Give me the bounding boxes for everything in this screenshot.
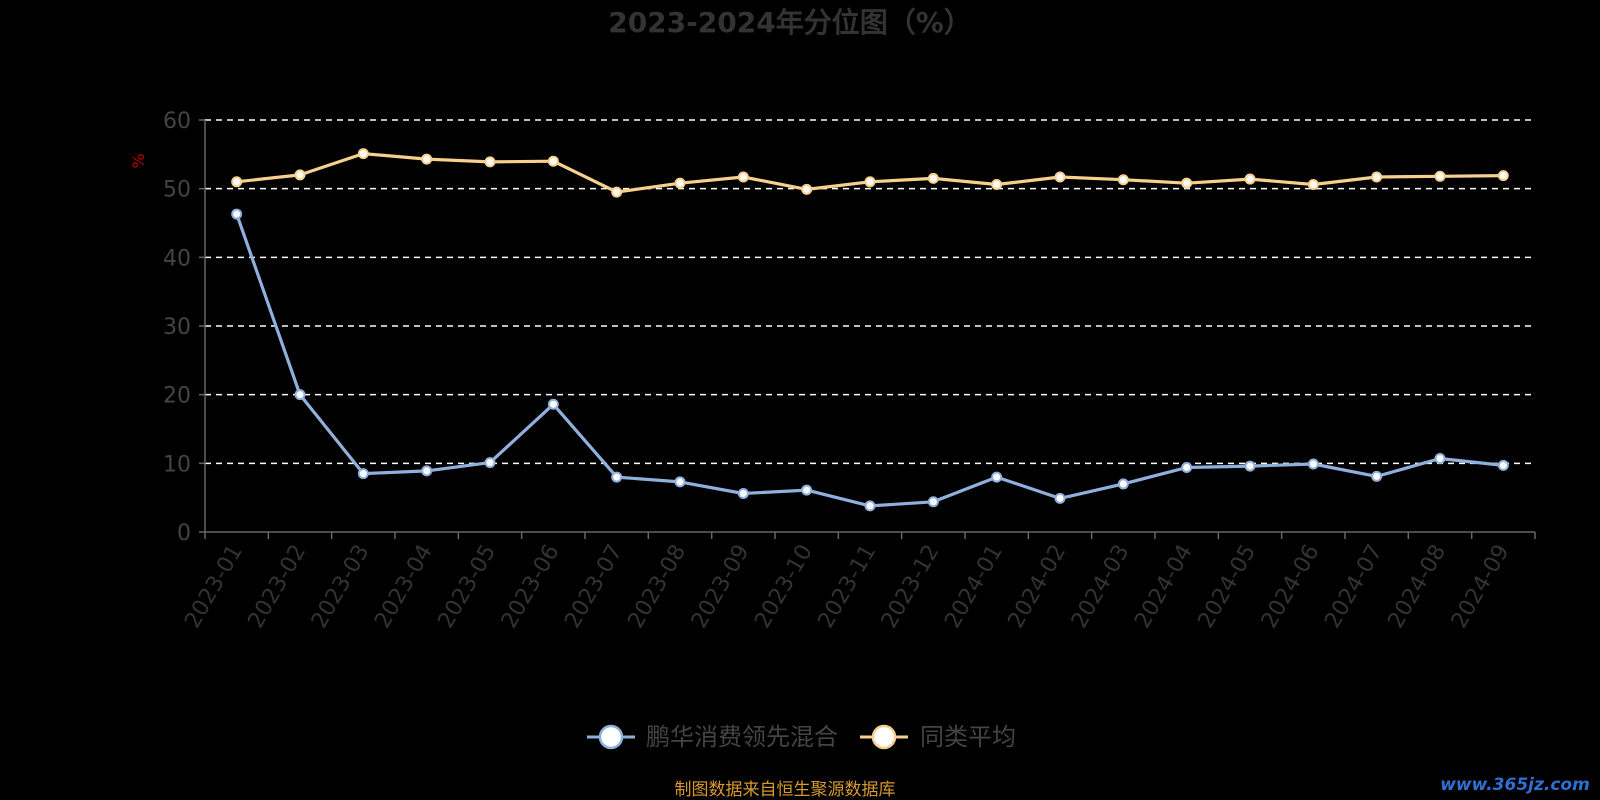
data-point[interactable]: [1307, 458, 1319, 470]
series-0: [231, 208, 1509, 512]
y-axis-ticks: 0 10 20 30 40 50 60: [163, 109, 206, 546]
y-tick-label: 30: [163, 315, 191, 340]
data-point[interactable]: [674, 476, 686, 488]
y-tick-label: 60: [163, 109, 191, 134]
data-point[interactable]: [294, 169, 306, 181]
data-point[interactable]: [801, 484, 813, 496]
data-point[interactable]: [991, 471, 1003, 483]
data-source-note: 制图数据来自恒生聚源数据库: [675, 780, 896, 800]
y-tick-label: 40: [163, 246, 191, 271]
data-point[interactable]: [1181, 177, 1193, 189]
x-axis: 2023-012023-022023-032023-042023-052023-…: [180, 531, 1536, 633]
data-point[interactable]: [801, 183, 813, 195]
data-point[interactable]: [1434, 170, 1446, 182]
y-tick-label: 50: [163, 178, 191, 203]
x-tick-label: 2024-08: [1384, 541, 1452, 633]
x-tick-label: 2023-09: [687, 541, 755, 633]
legend-item-1[interactable]: 同类平均: [860, 723, 1016, 751]
y-tick-label: 10: [163, 452, 191, 477]
data-point[interactable]: [737, 171, 749, 183]
data-point[interactable]: [357, 468, 369, 480]
data-point[interactable]: [991, 179, 1003, 191]
x-tick-label: 2024-01: [940, 541, 1008, 633]
data-point[interactable]: [357, 148, 369, 160]
data-point[interactable]: [674, 177, 686, 189]
data-point[interactable]: [737, 488, 749, 500]
data-point[interactable]: [927, 496, 939, 508]
data-point[interactable]: [231, 176, 243, 188]
data-point[interactable]: [864, 176, 876, 188]
x-tick-label: 2024-02: [1004, 541, 1072, 633]
data-point[interactable]: [421, 153, 433, 165]
x-tick-label: 2024-05: [1194, 541, 1262, 633]
data-point[interactable]: [484, 457, 496, 469]
data-point[interactable]: [294, 389, 306, 401]
x-tick-label: 2023-11: [814, 541, 882, 633]
data-point[interactable]: [1434, 453, 1446, 465]
y-tick-label: 20: [163, 384, 191, 409]
y-axis-label: %: [129, 153, 148, 168]
x-tick-label: 2023-10: [750, 541, 818, 633]
data-point[interactable]: [1054, 492, 1066, 504]
data-point[interactable]: [927, 172, 939, 184]
series-1: [231, 148, 1509, 198]
x-tick-label: 2023-06: [497, 541, 565, 633]
data-point[interactable]: [611, 471, 623, 483]
data-point[interactable]: [1371, 470, 1383, 482]
x-tick-label: 2024-06: [1257, 541, 1325, 633]
data-point[interactable]: [547, 155, 559, 167]
x-tick-label: 2024-04: [1130, 541, 1198, 633]
x-tick-label: 2023-03: [307, 541, 375, 633]
y-tick-label: 0: [177, 521, 191, 546]
data-point[interactable]: [231, 208, 243, 220]
legend: 鹏华消费领先混合 同类平均: [587, 723, 1016, 751]
x-tick-label: 2023-01: [180, 541, 248, 633]
data-point[interactable]: [1371, 171, 1383, 183]
data-point[interactable]: [1117, 174, 1129, 186]
data-point[interactable]: [1497, 170, 1509, 182]
legend-item-0[interactable]: 鹏华消费领先混合: [587, 723, 838, 751]
data-point[interactable]: [547, 398, 559, 410]
x-tick-label: 2023-07: [560, 541, 628, 633]
x-tick-label: 2023-02: [244, 541, 312, 633]
data-point[interactable]: [1497, 459, 1509, 471]
data-point[interactable]: [1244, 460, 1256, 472]
series-layer: [231, 148, 1509, 512]
chart-title: 2023-2024年分位图（%）: [608, 6, 972, 39]
data-point[interactable]: [1307, 179, 1319, 191]
x-tick-label: 2023-05: [434, 541, 502, 633]
data-point[interactable]: [1181, 461, 1193, 473]
legend-marker: [598, 724, 624, 750]
x-tick-label: 2024-03: [1067, 541, 1135, 633]
legend-marker: [871, 724, 897, 750]
legend-label: 同类平均: [920, 723, 1016, 751]
legend-label: 鹏华消费领先混合: [646, 723, 838, 751]
x-tick-label: 2024-09: [1447, 541, 1515, 633]
data-point[interactable]: [1244, 173, 1256, 185]
x-tick-label: 2024-07: [1320, 541, 1388, 633]
x-tick-label: 2023-12: [877, 540, 945, 632]
data-point[interactable]: [1054, 171, 1066, 183]
data-point[interactable]: [1117, 478, 1129, 490]
data-point[interactable]: [421, 465, 433, 477]
grid-lines: [205, 119, 1535, 465]
x-tick-label: 2023-04: [370, 541, 438, 633]
x-tick-label: 2023-08: [624, 541, 692, 633]
data-point[interactable]: [611, 186, 623, 198]
data-point[interactable]: [484, 156, 496, 168]
data-point[interactable]: [864, 500, 876, 512]
watermark: www.365jz.com: [1440, 775, 1590, 795]
